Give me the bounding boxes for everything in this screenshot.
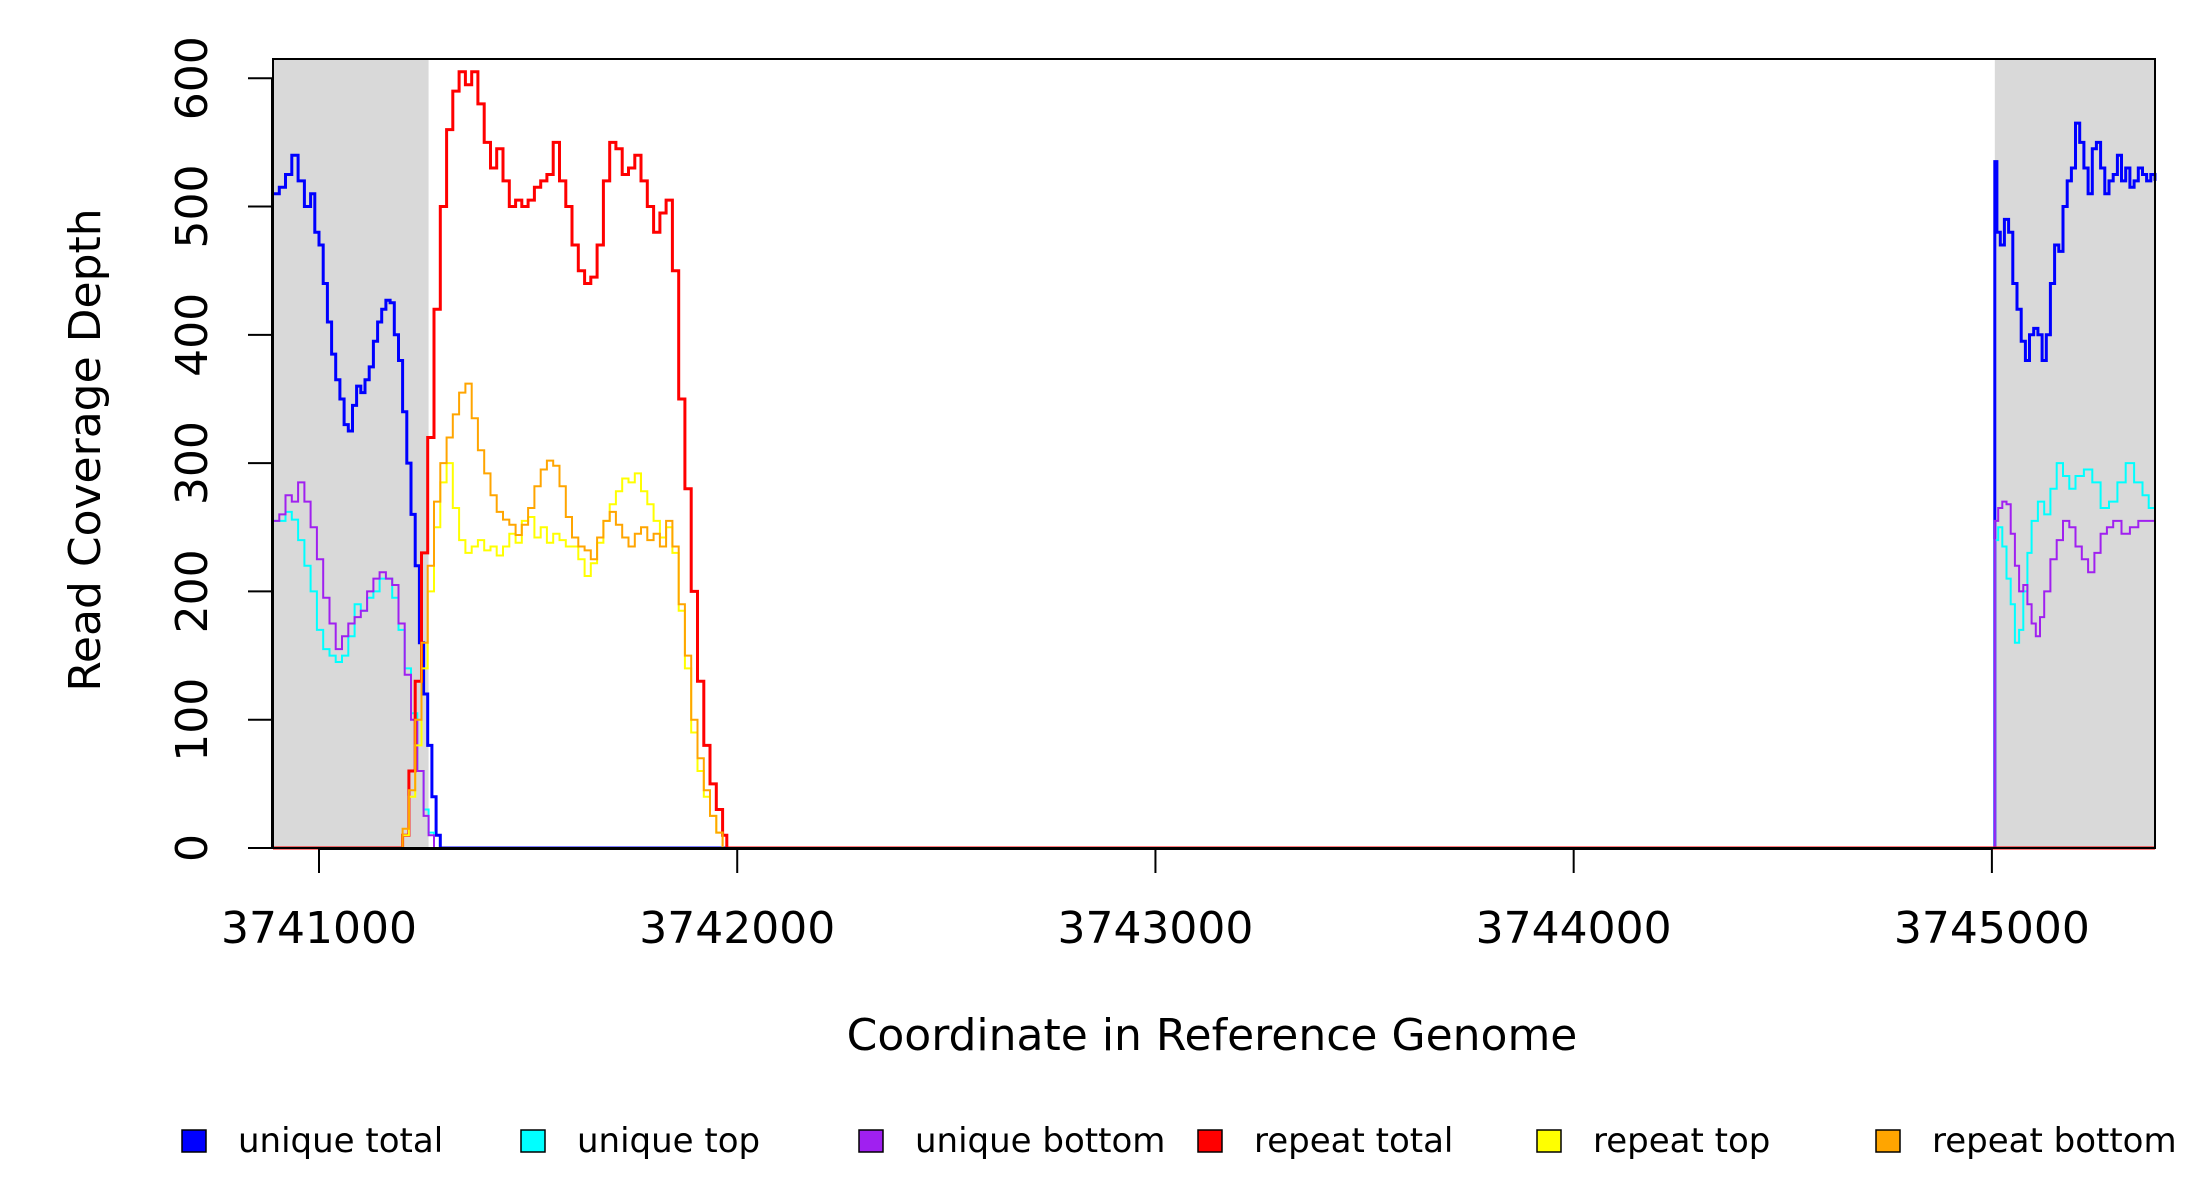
legend-swatch-repeat-top — [1536, 1129, 1562, 1153]
shaded-region-2 — [1994, 59, 2155, 848]
legend-swatch-unique-top — [520, 1129, 546, 1153]
x-tick-label: 3741000 — [221, 903, 417, 954]
shaded-regions — [273, 59, 2155, 848]
y-tick-label: 400 — [167, 293, 218, 377]
legend-label-repeat-total: repeat total — [1254, 1121, 1453, 1161]
legend-label-unique-bottom: unique bottom — [915, 1121, 1165, 1161]
legend-label-repeat-bottom: repeat bottom — [1932, 1121, 2177, 1161]
legend-swatch-unique-bottom — [858, 1129, 884, 1153]
legend: unique total unique top unique bottom repea… — [181, 1121, 2177, 1161]
y-tick-label: 100 — [167, 678, 218, 762]
shaded-region-1 — [273, 59, 429, 848]
legend-label-unique-total: unique total — [238, 1121, 443, 1161]
y-tick-label: 300 — [167, 421, 218, 505]
legend-swatch-repeat-total — [1197, 1129, 1223, 1153]
series-line-unique-total — [273, 121, 2157, 850]
legend-label-unique-top: unique top — [577, 1121, 760, 1161]
legend-label-repeat-top: repeat top — [1593, 1121, 1770, 1161]
y-axis: 0 100 200 300 400 500 600 — [167, 36, 273, 862]
x-axis: 3741000 3742000 3743000 3744000 3745000 — [221, 848, 2090, 954]
legend-swatch-unique-total — [181, 1129, 207, 1153]
series-line-unique-bottom — [273, 481, 2155, 849]
x-tick-label: 3745000 — [1894, 903, 2090, 954]
y-tick-label: 600 — [167, 36, 218, 120]
series-line-repeat-total — [273, 70, 2155, 850]
x-axis-title: Coordinate in Reference Genome — [847, 1010, 1578, 1061]
y-axis-title: Read Coverage Depth — [60, 208, 111, 691]
x-tick-label: 3743000 — [1057, 903, 1253, 954]
x-tick-label: 3742000 — [639, 903, 835, 954]
y-tick-label: 200 — [167, 549, 218, 633]
series-lines — [273, 70, 2157, 850]
legend-swatch-repeat-bottom — [1875, 1129, 1901, 1153]
y-tick-label: 0 — [167, 834, 218, 862]
series-line-repeat-bottom — [273, 382, 2155, 849]
y-tick-label: 500 — [167, 165, 218, 249]
x-tick-label: 3744000 — [1476, 903, 1672, 954]
